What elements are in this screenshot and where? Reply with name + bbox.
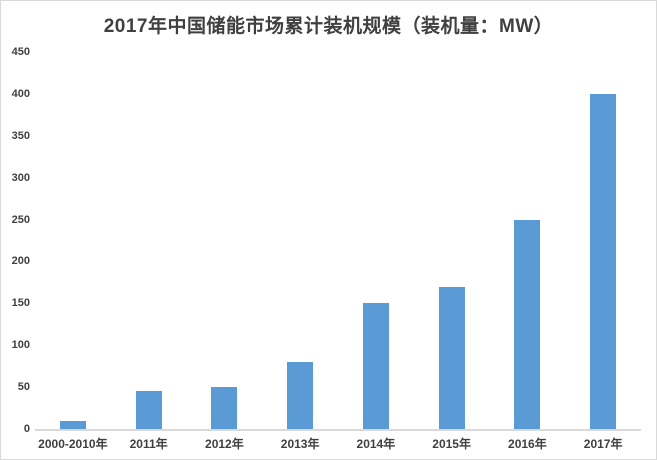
bar [514,219,541,429]
y-tick-label: 300 [11,171,30,184]
bar [362,303,389,429]
y-tick-label: 250 [11,213,30,226]
x-tick-label: 2015年 [432,437,471,451]
bar [135,391,162,429]
x-tick-label: 2016年 [508,437,547,451]
x-tick-label: 2000-2010年 [38,437,108,451]
y-tick-label: 50 [17,381,30,394]
y-tick-label: 0 [23,423,30,435]
y-tick-label: 150 [11,297,30,310]
bar [590,93,617,429]
bar [59,420,86,429]
y-tick-label: 400 [11,87,30,100]
x-tick-label: 2012年 [205,437,244,451]
y-tick-label: 450 [11,46,30,58]
x-axis-line [35,429,641,431]
y-tick-label: 100 [11,339,30,352]
chart-title: 2017年中国储能市场累计装机规模（装机量：MW） [103,16,554,37]
x-tick-label: 2017年 [583,437,623,451]
x-tick-label: 2011年 [129,437,168,451]
x-tick-label: 2014年 [356,437,396,451]
bar [211,387,238,429]
y-tick-label: 350 [11,129,30,142]
bar [438,286,465,429]
x-tick-label: 2013年 [280,437,320,451]
bar [287,361,314,429]
y-tick-label: 200 [11,255,30,268]
